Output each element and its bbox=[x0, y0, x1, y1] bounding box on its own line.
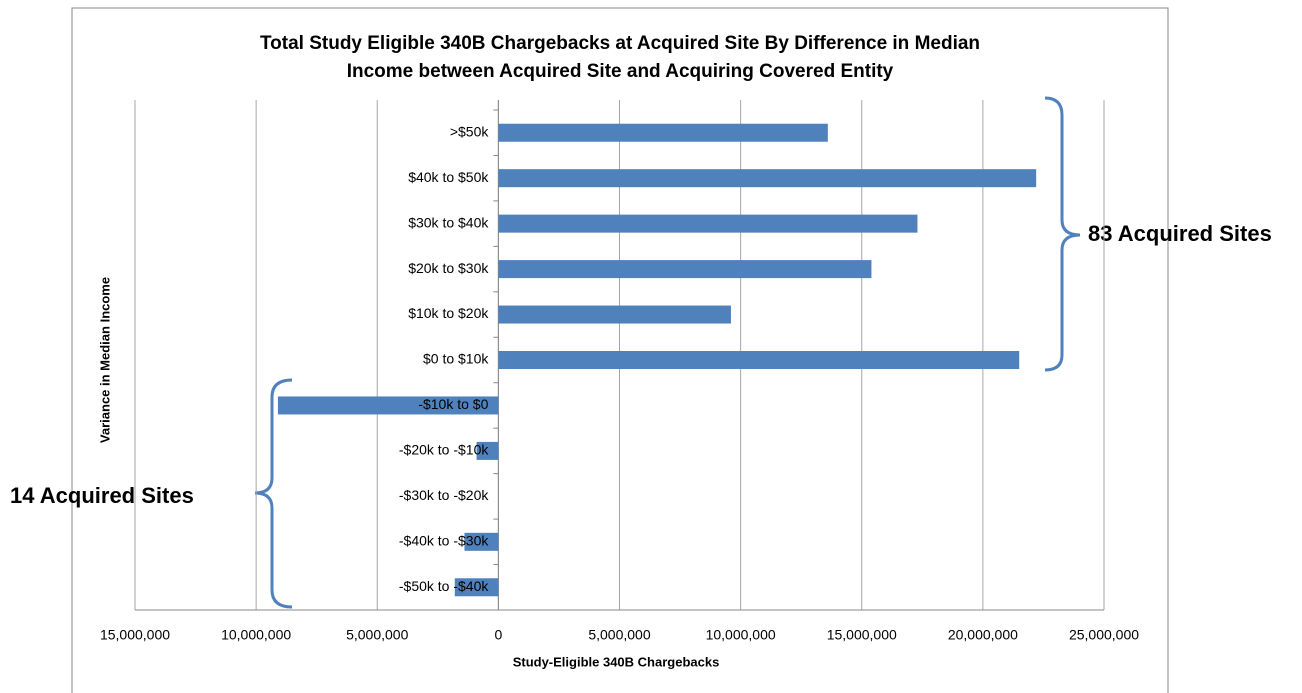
bar bbox=[498, 123, 828, 142]
y-axis-label: Variance in Median Income bbox=[97, 277, 112, 443]
bar bbox=[277, 396, 499, 415]
x-tick-label: 5,000,000 bbox=[346, 627, 408, 643]
bar bbox=[498, 260, 872, 279]
annotation: 14 Acquired Sites bbox=[10, 483, 194, 508]
bar bbox=[498, 305, 731, 324]
y-tick-label: -$10k to $0 bbox=[418, 396, 488, 412]
x-tick-label: 10,000,000 bbox=[221, 627, 291, 643]
y-tick-label: $0 to $10k bbox=[423, 351, 489, 367]
x-tick-label: 25,000,000 bbox=[1069, 627, 1139, 643]
annotation: 83 Acquired Sites bbox=[1088, 221, 1272, 246]
brace bbox=[254, 378, 293, 609]
y-tick-label: $20k to $30k bbox=[408, 260, 489, 276]
y-tick-label: -$20k to -$10k bbox=[399, 442, 489, 458]
y-tick-label: $10k to $20k bbox=[408, 305, 489, 321]
chart-title: Income between Acquired Site and Acquiri… bbox=[347, 61, 894, 82]
x-tick-label: 5,000,000 bbox=[588, 627, 650, 643]
y-tick-label: $30k to $40k bbox=[408, 214, 489, 230]
y-tick-label: -$50k to -$40k bbox=[399, 578, 489, 594]
x-tick-label: 15,000,000 bbox=[100, 627, 170, 643]
x-tick-label: 20,000,000 bbox=[948, 627, 1018, 643]
chart-title: Total Study Eligible 340B Chargebacks at… bbox=[260, 33, 980, 54]
bar bbox=[498, 351, 1020, 369]
y-tick-label: -$30k to -$20k bbox=[399, 487, 489, 503]
bar bbox=[454, 578, 499, 597]
x-tick-label: 15,000,000 bbox=[827, 627, 897, 643]
x-axis-label: Study-Eligible 340B Chargebacks bbox=[513, 654, 720, 669]
x-tick-label: 0 bbox=[494, 627, 502, 643]
bar bbox=[498, 169, 1037, 188]
y-tick-label: $40k to $50k bbox=[408, 169, 489, 185]
bar bbox=[498, 214, 918, 233]
y-tick-label: -$40k to -$30k bbox=[399, 533, 489, 549]
brace bbox=[1044, 96, 1081, 372]
y-tick-label: >$50k bbox=[450, 123, 490, 139]
bar bbox=[464, 532, 499, 551]
x-tick-label: 10,000,000 bbox=[706, 627, 776, 643]
bar bbox=[476, 441, 499, 460]
